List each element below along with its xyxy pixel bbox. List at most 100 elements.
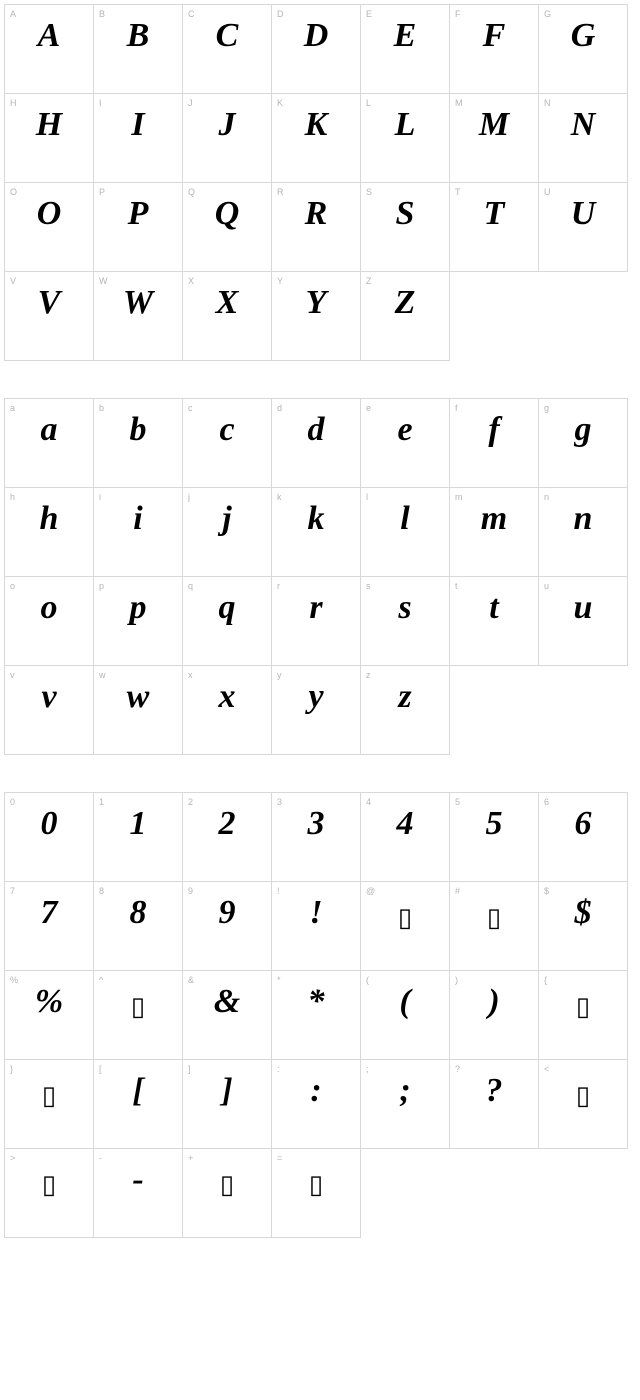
glyph-cell[interactable]: 88	[93, 881, 183, 971]
glyph-preview: )	[450, 985, 538, 1019]
glyph-cell[interactable]: [[	[93, 1059, 183, 1149]
glyph-cell[interactable]: nn	[538, 487, 628, 577]
glyph-cell[interactable]: JJ	[182, 93, 272, 183]
glyph-cell[interactable]: tt	[449, 576, 539, 666]
glyph-cell[interactable]: 44	[360, 792, 450, 882]
glyph-cell[interactable]: GG	[538, 4, 628, 94]
glyph-cell[interactable]: FF	[449, 4, 539, 94]
glyph-cell[interactable]: ((	[360, 970, 450, 1060]
glyph-cell[interactable]: --	[93, 1148, 183, 1238]
missing-glyph-icon: ▯	[450, 904, 538, 930]
glyph-cell[interactable]: ii	[93, 487, 183, 577]
glyph-cell-label: D	[277, 9, 284, 19]
glyph-cell-label: c	[188, 403, 193, 413]
glyph-cell[interactable]: ]]	[182, 1059, 272, 1149]
glyph-cell[interactable]: ww	[93, 665, 183, 755]
glyph-cell[interactable]: CC	[182, 4, 272, 94]
glyph-cell[interactable]: UU	[538, 182, 628, 272]
glyph-cell[interactable]: bb	[93, 398, 183, 488]
glyph-preview: G	[539, 19, 627, 53]
glyph-cell[interactable]: EE	[360, 4, 450, 94]
glyph-cell[interactable]: &&	[182, 970, 272, 1060]
glyph-cell[interactable]: PP	[93, 182, 183, 272]
glyph-cell[interactable]: >▯	[4, 1148, 94, 1238]
glyph-cell[interactable]: #▯	[449, 881, 539, 971]
glyph-cell[interactable]: cc	[182, 398, 272, 488]
glyph-cell[interactable]: OO	[4, 182, 94, 272]
glyph-cell[interactable]: SS	[360, 182, 450, 272]
glyph-cell-label: %	[10, 975, 18, 985]
glyph-cell[interactable]: II	[93, 93, 183, 183]
glyph-cell[interactable]: XX	[182, 271, 272, 361]
glyph-cell[interactable]: aa	[4, 398, 94, 488]
glyph-cell[interactable]: =▯	[271, 1148, 361, 1238]
glyph-preview: N	[539, 108, 627, 142]
glyph-cell[interactable]: oo	[4, 576, 94, 666]
glyph-cell[interactable]: ZZ	[360, 271, 450, 361]
glyph-cell[interactable]: rr	[271, 576, 361, 666]
glyph-cell[interactable]: BB	[93, 4, 183, 94]
glyph-cell[interactable]: qq	[182, 576, 272, 666]
glyph-cell[interactable]: 66	[538, 792, 628, 882]
glyph-preview: R	[272, 197, 360, 231]
glyph-cell-label: $	[544, 886, 549, 896]
glyph-cell[interactable]: 33	[271, 792, 361, 882]
glyph-cell[interactable]: AA	[4, 4, 94, 94]
glyph-cell-label: T	[455, 187, 461, 197]
glyph-cell-label: U	[544, 187, 551, 197]
glyph-cell[interactable]: @▯	[360, 881, 450, 971]
glyph-cell[interactable]: MM	[449, 93, 539, 183]
glyph-cell[interactable]: **	[271, 970, 361, 1060]
glyph-cell[interactable]: {▯	[538, 970, 628, 1060]
glyph-preview: c	[183, 413, 271, 447]
glyph-cell[interactable]: 55	[449, 792, 539, 882]
glyph-cell-label: {	[544, 975, 547, 985]
glyph-cell[interactable]: <▯	[538, 1059, 628, 1149]
glyph-cell[interactable]: gg	[538, 398, 628, 488]
glyph-cell[interactable]: ))	[449, 970, 539, 1060]
glyph-cell[interactable]: ;;	[360, 1059, 450, 1149]
glyph-cell[interactable]: NN	[538, 93, 628, 183]
glyph-cell[interactable]: TT	[449, 182, 539, 272]
glyph-cell[interactable]: ff	[449, 398, 539, 488]
glyph-cell[interactable]: ::	[271, 1059, 361, 1149]
glyph-preview: !	[272, 896, 360, 930]
glyph-cell[interactable]: yy	[271, 665, 361, 755]
glyph-cell[interactable]: HH	[4, 93, 94, 183]
glyph-cell[interactable]: jj	[182, 487, 272, 577]
glyph-cell[interactable]: uu	[538, 576, 628, 666]
glyph-cell[interactable]: 77	[4, 881, 94, 971]
glyph-cell[interactable]: 11	[93, 792, 183, 882]
glyph-cell[interactable]: +▯	[182, 1148, 272, 1238]
glyph-cell[interactable]: %%	[4, 970, 94, 1060]
glyph-cell[interactable]: VV	[4, 271, 94, 361]
glyph-cell[interactable]: pp	[93, 576, 183, 666]
glyph-preview: x	[183, 680, 271, 714]
glyph-cell[interactable]: mm	[449, 487, 539, 577]
glyph-cell[interactable]: !!	[271, 881, 361, 971]
glyph-cell[interactable]: kk	[271, 487, 361, 577]
glyph-cell[interactable]: }▯	[4, 1059, 94, 1149]
glyph-cell[interactable]: WW	[93, 271, 183, 361]
glyph-cell[interactable]: RR	[271, 182, 361, 272]
glyph-cell[interactable]: ee	[360, 398, 450, 488]
glyph-cell[interactable]: ??	[449, 1059, 539, 1149]
glyph-cell[interactable]: 99	[182, 881, 272, 971]
glyph-cell[interactable]: hh	[4, 487, 94, 577]
glyph-cell[interactable]: ^▯	[93, 970, 183, 1060]
glyph-cell[interactable]: 00	[4, 792, 94, 882]
glyph-cell[interactable]: dd	[271, 398, 361, 488]
glyph-cell[interactable]: 22	[182, 792, 272, 882]
glyph-cell[interactable]: ll	[360, 487, 450, 577]
glyph-cell[interactable]: $$	[538, 881, 628, 971]
glyph-cell[interactable]: xx	[182, 665, 272, 755]
glyph-cell[interactable]: DD	[271, 4, 361, 94]
glyph-cell[interactable]: YY	[271, 271, 361, 361]
glyph-cell[interactable]: zz	[360, 665, 450, 755]
glyph-cell[interactable]: LL	[360, 93, 450, 183]
glyph-cell[interactable]: vv	[4, 665, 94, 755]
glyph-cell[interactable]: KK	[271, 93, 361, 183]
glyph-cell-label: B	[99, 9, 105, 19]
glyph-cell[interactable]: ss	[360, 576, 450, 666]
glyph-cell[interactable]: QQ	[182, 182, 272, 272]
